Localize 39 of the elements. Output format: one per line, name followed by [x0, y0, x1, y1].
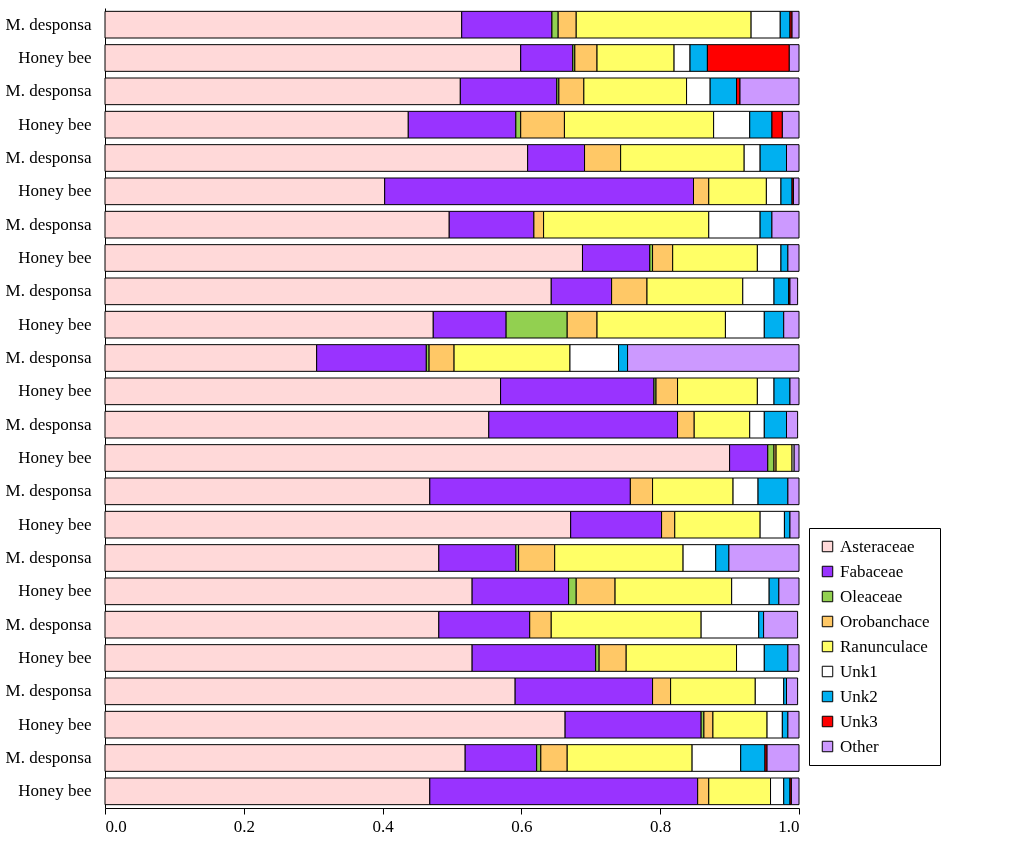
y-tick-label: Honey bee [18, 114, 92, 134]
y-tick-label: M. desponsa [5, 414, 92, 434]
x-tick-label: 0.6 [511, 816, 533, 836]
y-tick-label: M. desponsa [5, 748, 92, 767]
x-tick-label: 0.0 [105, 816, 127, 836]
legend-label: Other [840, 736, 880, 756]
y-tick-label: M. desponsa [5, 14, 92, 34]
y-tick-label: Honey bee [18, 714, 92, 734]
y-tick-label: Honey bee [18, 248, 92, 267]
y-tick-label: Honey bee [18, 648, 92, 667]
y-tick-label: M. desponsa [5, 148, 92, 167]
y-tick-label: M. desponsa [5, 614, 92, 634]
y-tick-label: Honey bee [18, 181, 92, 201]
legend-label: Orobanchace [840, 611, 930, 631]
y-tick-label: M. desponsa [5, 481, 92, 501]
legend-label: Asteraceae [840, 536, 915, 556]
legend-label: Unk1 [840, 661, 878, 681]
y-tick-label: M. desponsa [5, 214, 92, 234]
y-tick-label: M. desponsa [5, 81, 92, 101]
y-tick-label: Honey bee [18, 314, 92, 334]
y-tick-label: Honey bee [18, 448, 92, 467]
y-tick-label: M. desponsa [5, 348, 92, 367]
y-tick-label: M. desponsa [5, 681, 92, 701]
y-tick-label: Honey bee [18, 48, 92, 67]
legend-label: Fabaceae [840, 561, 904, 581]
x-tick-label: 0.4 [372, 816, 395, 836]
y-tick-label: M. desponsa [5, 548, 92, 567]
y-tick-label: Honey bee [18, 514, 92, 534]
x-tick-label: 1.0 [778, 816, 800, 836]
y-tick-label: Honey bee [18, 581, 92, 601]
legend-label: Unk2 [840, 686, 878, 706]
x-tick-label: 0.8 [650, 816, 672, 836]
legend-label: Oleaceae [840, 586, 903, 606]
y-tick-label: Honey bee [18, 381, 92, 401]
legend-label: Ranunculace [840, 636, 928, 656]
legend-label: Unk3 [840, 711, 878, 731]
x-tick-label: 0.2 [233, 816, 255, 836]
y-tick-label: Honey bee [18, 781, 92, 801]
y-tick-label: M. desponsa [5, 281, 92, 301]
